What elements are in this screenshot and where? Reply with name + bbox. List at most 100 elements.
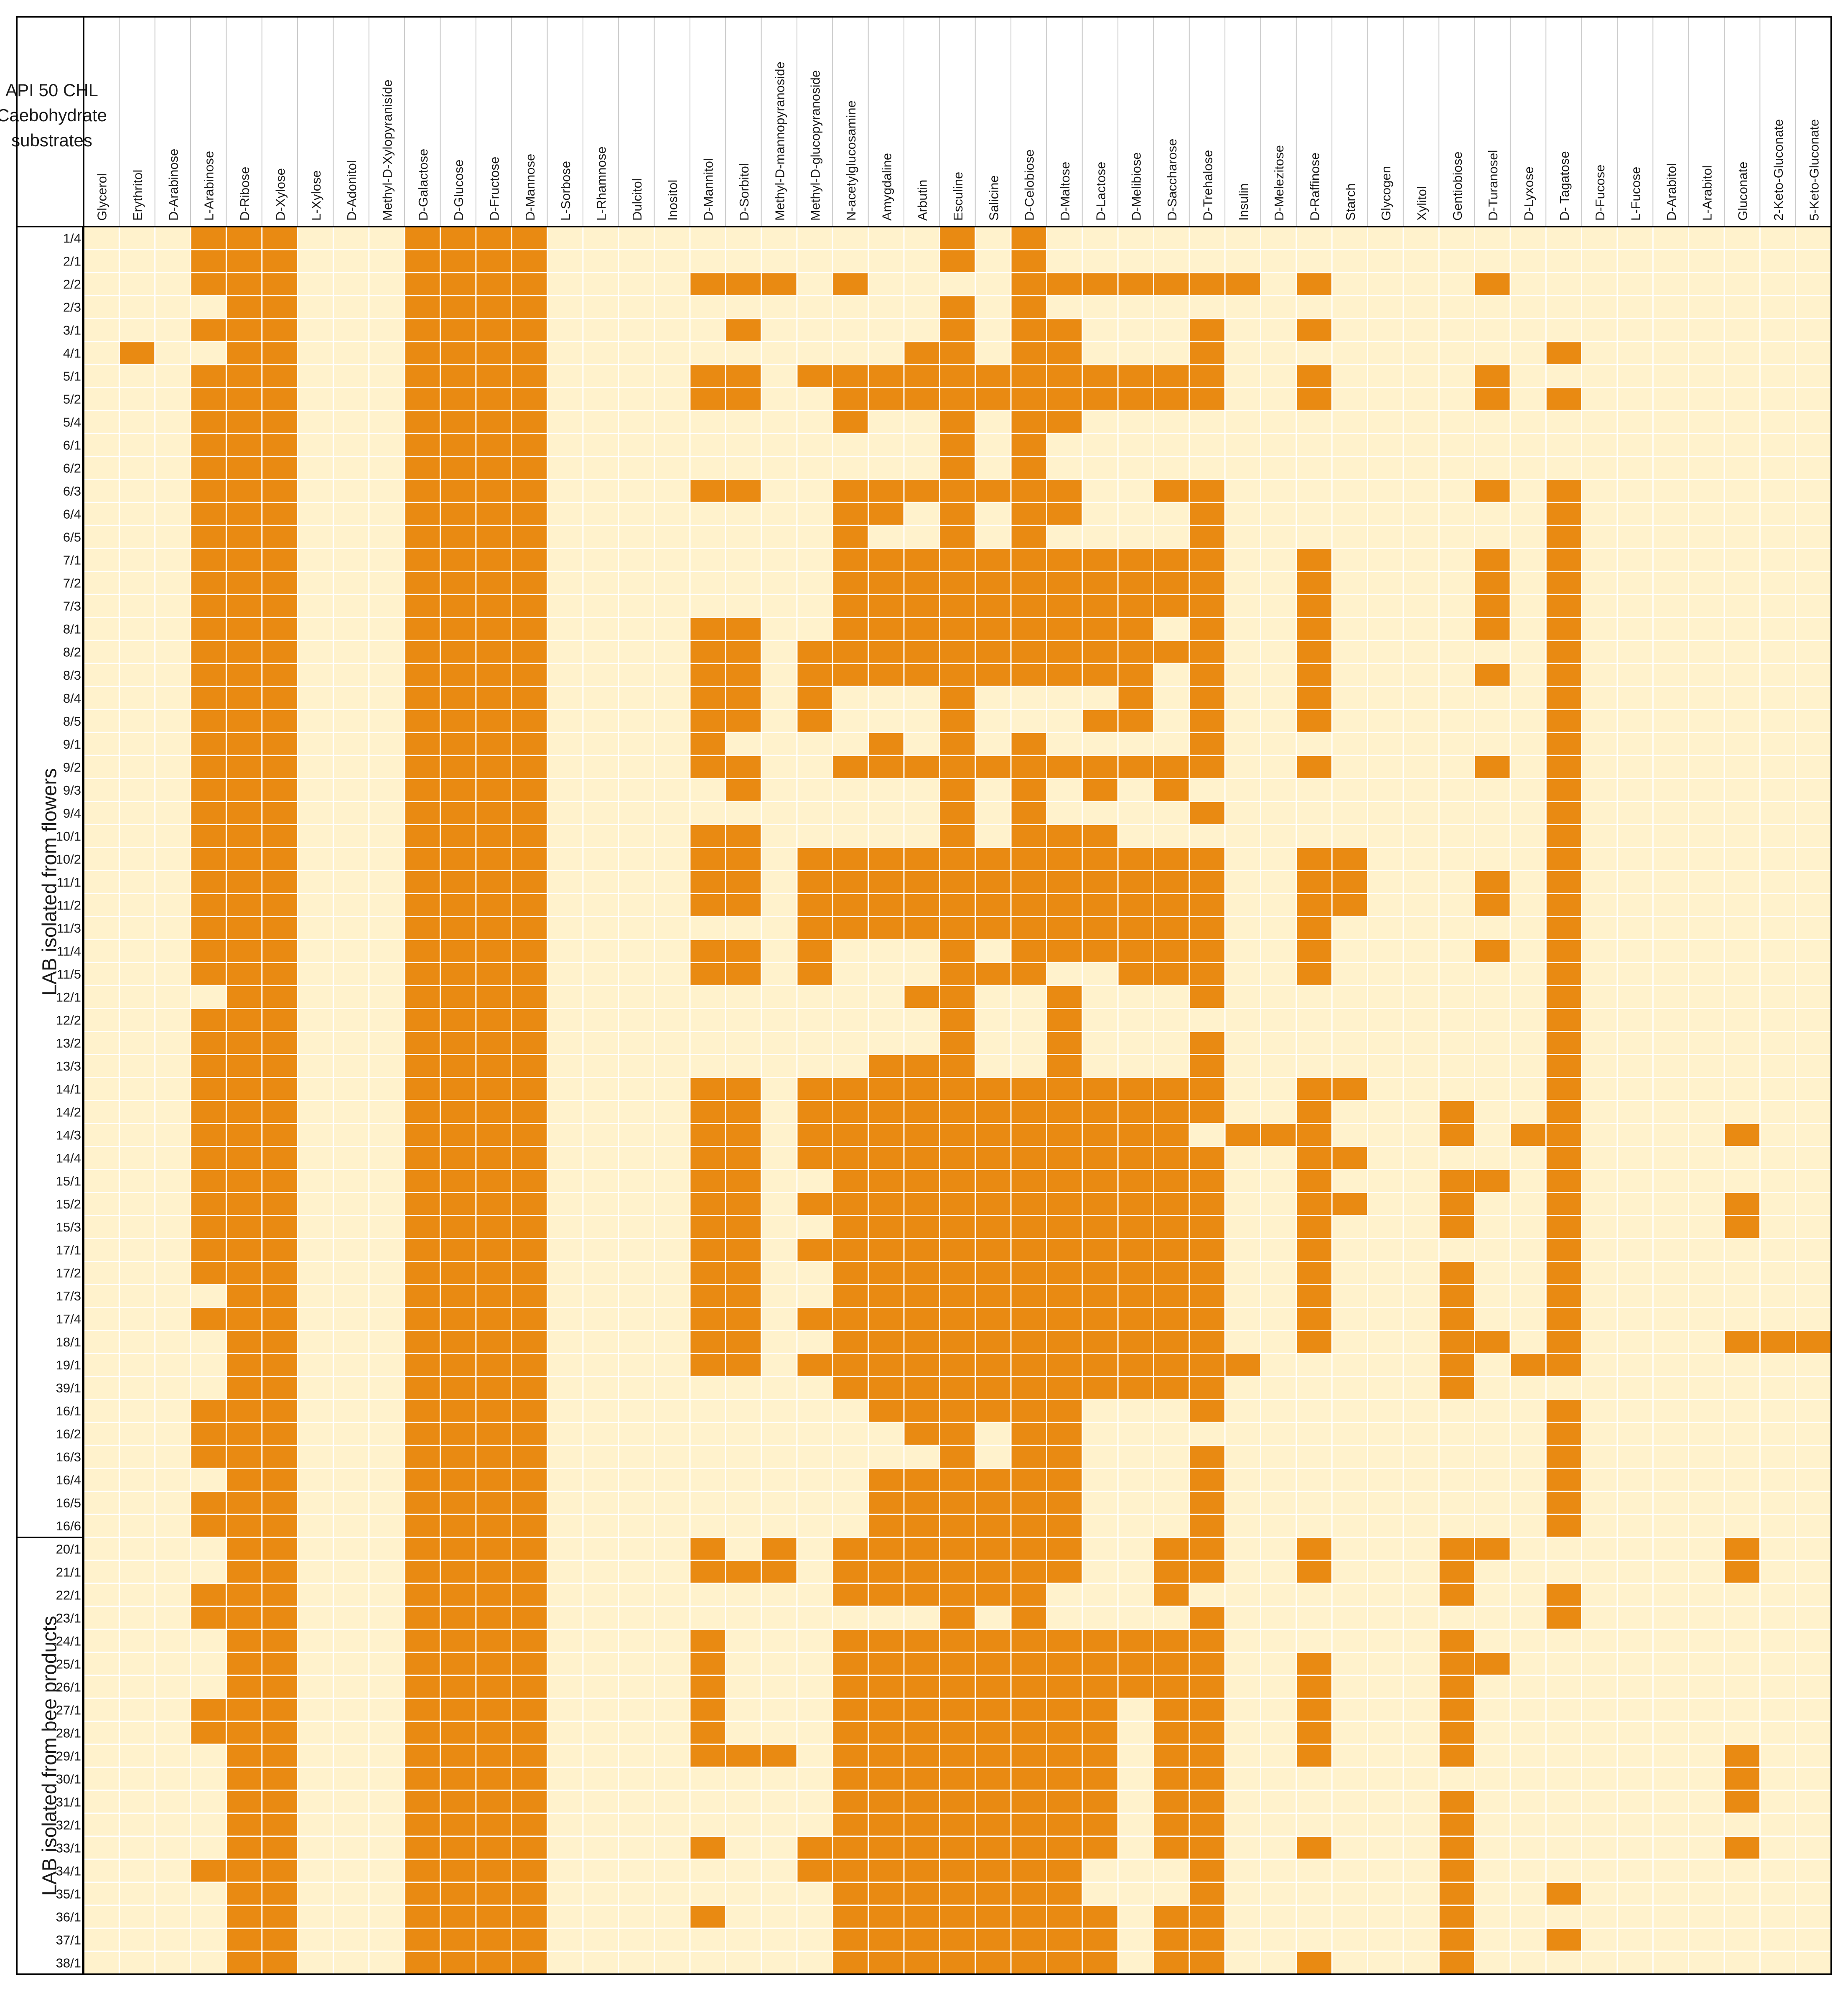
cell-positive-22-1-21 xyxy=(832,1583,868,1606)
row-label: 16/5 xyxy=(56,1496,81,1510)
row-label: 23/1 xyxy=(56,1611,81,1625)
row-label: 17/3 xyxy=(56,1289,81,1303)
cell-positive-34-1-23 xyxy=(904,1859,940,1882)
cell-positive-18-1-21 xyxy=(832,1330,868,1354)
cell-positive-16-1-25 xyxy=(975,1399,1011,1423)
cell-positive-8-4-34 xyxy=(1296,686,1332,710)
cell-positive-33-1-9 xyxy=(405,1836,440,1859)
cell-positive-14-4-23 xyxy=(904,1146,940,1170)
row-label: 6/3 xyxy=(63,484,81,499)
cell-positive-25-1-24 xyxy=(939,1652,975,1675)
cell-positive-9-2-29 xyxy=(1118,755,1154,779)
cell-positive-31-1-46 xyxy=(1724,1790,1760,1813)
cell-positive-24-1-4 xyxy=(226,1629,262,1652)
cell-positive-15-1-41 xyxy=(1546,1169,1582,1193)
cell-positive-16-4-25 xyxy=(975,1468,1011,1491)
cell-positive-38-1-38 xyxy=(1439,1951,1475,1974)
cell-positive-11-4-28 xyxy=(1082,939,1118,963)
cell-positive-33-1-5 xyxy=(262,1836,298,1859)
cell-positive-34-1-25 xyxy=(975,1859,1011,1882)
cell-positive-11-1-23 xyxy=(904,870,940,894)
cell-positive-10-1-28 xyxy=(1082,824,1118,848)
cell-positive-26-1-28 xyxy=(1082,1675,1118,1698)
cell-positive-6-4-21 xyxy=(832,502,868,526)
cell-positive-11-5-17 xyxy=(690,962,726,986)
cell-positive-9-2-31 xyxy=(1189,755,1225,779)
cell-positive-2-2-32 xyxy=(1225,273,1261,296)
cell-positive-11-1-4 xyxy=(226,870,262,894)
cell-positive-7-1-29 xyxy=(1118,548,1154,572)
cell-positive-30-1-22 xyxy=(868,1767,904,1790)
cell-positive-14-2-12 xyxy=(512,1100,547,1124)
cell-positive-22-1-41 xyxy=(1546,1583,1582,1606)
cell-positive-8-1-27 xyxy=(1046,617,1082,641)
cell-positive-10-1-26 xyxy=(1011,824,1047,848)
cell-positive-1-4-26 xyxy=(1011,227,1047,250)
row-label: 3/1 xyxy=(63,323,81,338)
cell-positive-8-2-22 xyxy=(868,640,904,664)
cell-positive-11-3-26 xyxy=(1011,916,1047,940)
cell-positive-2-2-19 xyxy=(761,273,797,296)
row-label: 5/4 xyxy=(63,415,81,430)
cell-positive-25-1-11 xyxy=(476,1652,512,1675)
row-label: 17/2 xyxy=(56,1266,81,1280)
cell-positive-8-2-34 xyxy=(1296,640,1332,664)
cell-positive-6-1-4 xyxy=(226,433,262,457)
cell-positive-6-3-39 xyxy=(1474,479,1510,503)
cell-positive-16-6-41 xyxy=(1546,1514,1582,1537)
cell-positive-9-4-10 xyxy=(440,801,476,825)
cell-positive-7-2-22 xyxy=(868,571,904,595)
cell-positive-31-1-31 xyxy=(1189,1790,1225,1813)
cell-positive-7-2-25 xyxy=(975,571,1011,595)
cell-positive-15-2-35 xyxy=(1332,1192,1368,1216)
cell-positive-17-2-34 xyxy=(1296,1261,1332,1285)
cell-positive-29-1-28 xyxy=(1082,1744,1118,1767)
cell-positive-12-1-23 xyxy=(904,985,940,1009)
row-label: 9/3 xyxy=(63,783,81,798)
cell-positive-15-3-34 xyxy=(1296,1215,1332,1239)
cell-positive-29-1-18 xyxy=(725,1744,761,1767)
cell-positive-2-2-11 xyxy=(476,273,512,296)
cell-positive-9-1-3 xyxy=(191,732,227,756)
cell-positive-25-1-38 xyxy=(1439,1652,1475,1675)
cell-positive-5-2-5 xyxy=(262,387,298,411)
cell-positive-6-5-21 xyxy=(832,525,868,549)
cell-positive-10-1-17 xyxy=(690,824,726,848)
cell-positive-10-2-18 xyxy=(725,847,761,871)
row-label: 9/1 xyxy=(63,737,81,752)
cell-positive-27-1-27 xyxy=(1046,1698,1082,1721)
row-label: 10/2 xyxy=(56,852,81,867)
cell-positive-14-4-27 xyxy=(1046,1146,1082,1170)
cell-positive-37-1-10 xyxy=(440,1928,476,1951)
column-label: D-Lyxose xyxy=(1522,166,1536,221)
cell-positive-30-1-10 xyxy=(440,1767,476,1790)
row-label: 6/1 xyxy=(63,438,81,453)
cell-positive-15-3-23 xyxy=(904,1215,940,1239)
cell-positive-15-2-18 xyxy=(725,1192,761,1216)
cell-positive-24-1-31 xyxy=(1189,1629,1225,1652)
cell-positive-24-1-24 xyxy=(939,1629,975,1652)
cell-positive-14-1-21 xyxy=(832,1077,868,1101)
cell-positive-11-4-3 xyxy=(191,939,227,963)
cell-positive-14-3-46 xyxy=(1724,1123,1760,1147)
cell-positive-24-1-23 xyxy=(904,1629,940,1652)
cell-positive-11-3-28 xyxy=(1082,916,1118,940)
cell-positive-7-1-31 xyxy=(1189,548,1225,572)
cell-positive-6-3-24 xyxy=(939,479,975,503)
cell-positive-2-2-39 xyxy=(1474,273,1510,296)
row-label: 6/4 xyxy=(63,507,81,522)
row-label: 5/2 xyxy=(63,392,81,407)
cell-positive-17-1-17 xyxy=(690,1238,726,1262)
cell-positive-8-1-18 xyxy=(725,617,761,641)
cell-positive-14-2-3 xyxy=(191,1100,227,1124)
cell-positive-12-2-9 xyxy=(405,1008,440,1032)
cell-positive-22-1-25 xyxy=(975,1583,1011,1606)
cell-positive-19-1-41 xyxy=(1546,1353,1582,1377)
cell-positive-16-1-3 xyxy=(191,1399,227,1423)
cell-positive-8-5-9 xyxy=(405,709,440,733)
cell-positive-12-2-24 xyxy=(939,1008,975,1032)
cell-positive-19-1-38 xyxy=(1439,1353,1475,1377)
cell-positive-14-2-5 xyxy=(262,1100,298,1124)
cell-positive-29-1-11 xyxy=(476,1744,512,1767)
cell-positive-8-5-4 xyxy=(226,709,262,733)
